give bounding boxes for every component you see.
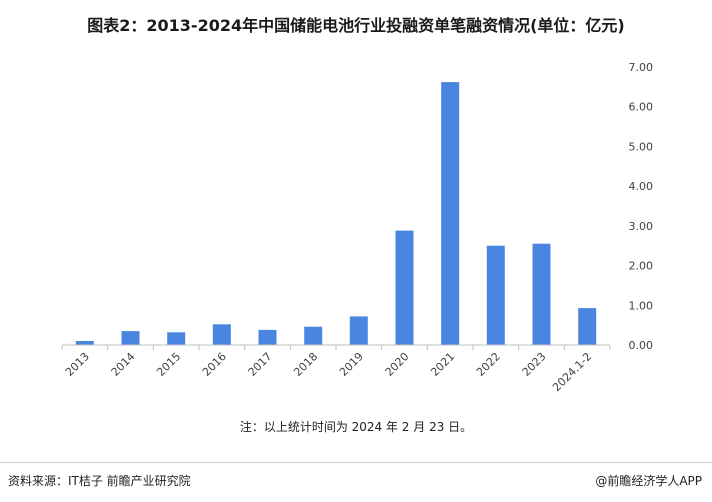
y-tick-label: 0.00 xyxy=(629,339,654,352)
bar-2024.1-2 xyxy=(578,308,597,345)
bar-2020 xyxy=(395,230,414,345)
brand-text: @前瞻经济学人APP xyxy=(595,474,702,488)
x-tick-label: 2022 xyxy=(474,350,503,379)
x-tick-label: 2019 xyxy=(337,350,366,379)
bar-2015 xyxy=(167,332,186,345)
bar-2018 xyxy=(304,326,323,345)
source-text: 资料来源：IT桔子 前瞻产业研究院 xyxy=(8,474,191,488)
bar-2017 xyxy=(258,329,277,345)
y-tick-label: 3.00 xyxy=(629,220,654,233)
bar-2023 xyxy=(532,243,551,345)
bar-2019 xyxy=(349,316,368,345)
y-tick-label: 6.00 xyxy=(629,101,654,114)
chart-note: 注：以上统计时间为 2024 年 2 月 23 日。 xyxy=(239,420,473,434)
y-tick-label: 4.00 xyxy=(629,180,654,193)
x-tick-label: 2018 xyxy=(291,350,320,379)
bar-2016 xyxy=(212,324,231,345)
x-tick-label: 2016 xyxy=(200,350,229,379)
footer-divider xyxy=(0,462,712,463)
bar-2022 xyxy=(486,245,505,345)
y-tick-label: 7.00 xyxy=(629,61,654,74)
x-tick-label: 2023 xyxy=(520,350,549,379)
bar-2014 xyxy=(121,331,140,345)
y-tick-label: 1.00 xyxy=(629,299,654,312)
bar-2013 xyxy=(75,341,94,345)
x-tick-label: 2017 xyxy=(246,350,275,379)
chart-title: 图表2：2013-2024年中国储能电池行业投融资单笔融资情况(单位：亿元) xyxy=(87,16,625,35)
x-tick-label: 2020 xyxy=(383,350,412,379)
x-tick-label: 2021 xyxy=(428,350,457,379)
x-tick-label: 2024.1-2 xyxy=(550,350,594,394)
x-tick-label: 2014 xyxy=(109,350,138,379)
y-tick-label: 2.00 xyxy=(629,260,654,273)
x-tick-label: 2013 xyxy=(63,350,92,379)
bar-2021 xyxy=(441,82,460,345)
bar-chart: 0.00 1.00 2.00 3.00 4.00 5.00 6.00 7.00 2013 201… xyxy=(61,61,654,394)
x-tick-label: 2015 xyxy=(154,350,183,379)
y-tick-label: 5.00 xyxy=(629,140,654,153)
